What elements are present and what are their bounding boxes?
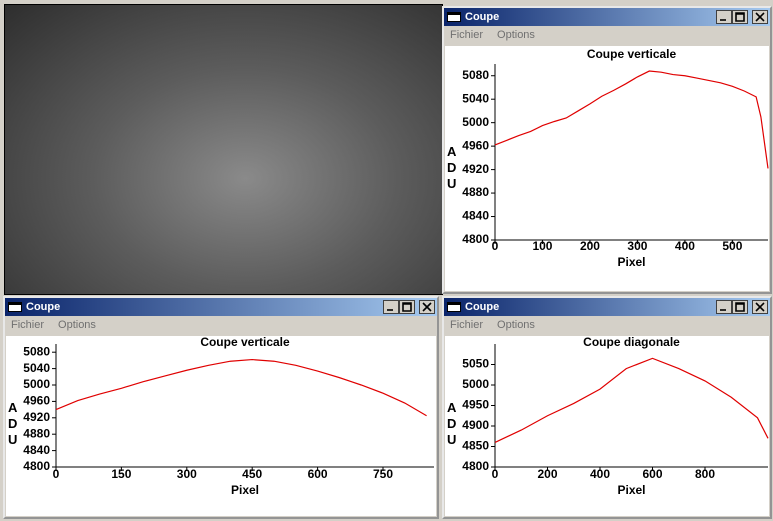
x-axis-label: Pixel	[231, 483, 259, 497]
button-glyph	[755, 302, 765, 312]
window-icon	[447, 12, 461, 22]
x-tick-label: 200	[537, 467, 557, 481]
y-tick-label: 4960	[462, 138, 489, 152]
x-tick-label: 400	[590, 467, 610, 481]
x-tick-label: 600	[642, 467, 662, 481]
y-tick-label: 5040	[462, 91, 489, 105]
window-title: Coupe	[465, 301, 500, 313]
chart-area: Coupe verticale 4800 4840 4880 4920 4960 5000 5…	[6, 336, 436, 516]
x-tick-label: 300	[177, 467, 197, 481]
title-bar: Coupe	[444, 8, 770, 26]
window-title: Coupe	[26, 301, 61, 313]
x-tick-label: 0	[492, 467, 499, 481]
window: Coupe Fichier Options Coupe verticale 4800 48…	[442, 6, 772, 294]
y-tick-label: 4800	[462, 459, 489, 473]
window-title: Coupe	[465, 11, 500, 23]
chart-title: Coupe verticale	[200, 336, 290, 349]
button-glyph	[735, 12, 745, 22]
button-glyph	[755, 12, 765, 22]
title-bar: Coupe	[5, 298, 437, 316]
y-tick-label: 4850	[462, 439, 489, 453]
y-axis-label: ADU	[8, 400, 18, 447]
y-tick-label: 5040	[23, 361, 50, 375]
window: Coupe Fichier Options Coupe verticale 4800 48…	[3, 296, 439, 519]
y-tick-label: 4920	[23, 410, 50, 424]
y-tick-label: 4960	[23, 394, 50, 408]
chart-area: Coupe verticale 4800 4840 4880 4920 4960 5000 5…	[445, 46, 769, 291]
y-tick-label: 4840	[23, 443, 50, 457]
x-tick-label: 300	[627, 239, 647, 253]
y-tick-label: 4920	[462, 162, 489, 176]
y-tick-label: 5000	[462, 377, 489, 391]
y-tick-label: 4840	[462, 209, 489, 223]
y-tick-label: 4880	[23, 426, 50, 440]
window: Coupe Fichier Options Coupe diagonale 4800 48…	[442, 296, 772, 519]
y-axis-label: ADU	[447, 144, 457, 191]
data-line	[494, 357, 769, 443]
button-glyph	[422, 302, 432, 312]
menu-item[interactable]: Options	[58, 319, 96, 331]
y-tick-label: 4950	[462, 398, 489, 412]
window-buttons	[716, 10, 768, 24]
window-buttons	[716, 300, 768, 314]
x-tick-label: 600	[308, 467, 328, 481]
y-tick-label: 4900	[462, 418, 489, 432]
title-bar: Coupe	[444, 298, 770, 316]
y-tick-label: 5000	[462, 115, 489, 129]
chart-title: Coupe verticale	[587, 47, 677, 61]
camera-image	[4, 4, 443, 295]
x-tick-label: 200	[580, 239, 600, 253]
chart: Coupe diagonale 4800 4850 4900 4950 5000 5050 0…	[462, 336, 769, 497]
minimize-button[interactable]	[716, 10, 732, 24]
window-buttons	[383, 300, 435, 314]
chart: Coupe verticale4800484048804920496050005…	[462, 47, 769, 269]
x-tick-label: 150	[111, 467, 131, 481]
x-axis-label: Pixel	[617, 483, 645, 497]
window-icon	[447, 302, 461, 312]
y-tick-label: 4800	[23, 459, 50, 473]
x-tick-label: 500	[722, 239, 742, 253]
y-tick-label: 4880	[462, 185, 489, 199]
menu-item[interactable]: Fichier	[450, 29, 484, 41]
chart-title: Coupe diagonale	[583, 336, 680, 349]
window-icon	[8, 302, 22, 312]
y-tick-label: 5000	[23, 377, 50, 391]
menu-item[interactable]: Fichier	[11, 319, 45, 331]
x-tick-label: 100	[532, 239, 552, 253]
data-line	[55, 358, 427, 417]
menu-bar: Fichier Options	[5, 316, 437, 334]
x-tick-label: 0	[492, 239, 499, 253]
y-tick-label: 5080	[462, 68, 489, 82]
x-tick-label: 400	[675, 239, 695, 253]
button-glyph	[735, 302, 745, 312]
chart: Coupe verticale 4800 4840 4880 4920 4960 5000 5…	[23, 336, 434, 497]
menu-bar: Fichier Options	[444, 26, 770, 44]
x-tick-label: 750	[373, 467, 393, 481]
y-tick-label: 5050	[462, 357, 489, 371]
data-line	[494, 70, 769, 169]
minimize-button[interactable]	[716, 300, 732, 314]
button-glyph	[402, 302, 412, 312]
menu-item[interactable]: Options	[497, 29, 535, 41]
menu-item[interactable]: Options	[497, 319, 535, 331]
y-tick-label: 5080	[23, 344, 50, 358]
x-tick-label: 450	[242, 467, 262, 481]
x-axis-label: Pixel	[617, 255, 645, 269]
y-axis-label: ADU	[447, 400, 457, 447]
menu-item[interactable]: Fichier	[450, 319, 484, 331]
x-tick-label: 0	[53, 467, 60, 481]
minimize-button[interactable]	[383, 300, 399, 314]
x-tick-label: 800	[695, 467, 715, 481]
y-tick-label: 4800	[462, 232, 489, 246]
menu-bar: Fichier Options	[444, 316, 770, 334]
chart-area: Coupe diagonale 4800 4850 4900 4950 5000 5050 0…	[445, 336, 769, 516]
